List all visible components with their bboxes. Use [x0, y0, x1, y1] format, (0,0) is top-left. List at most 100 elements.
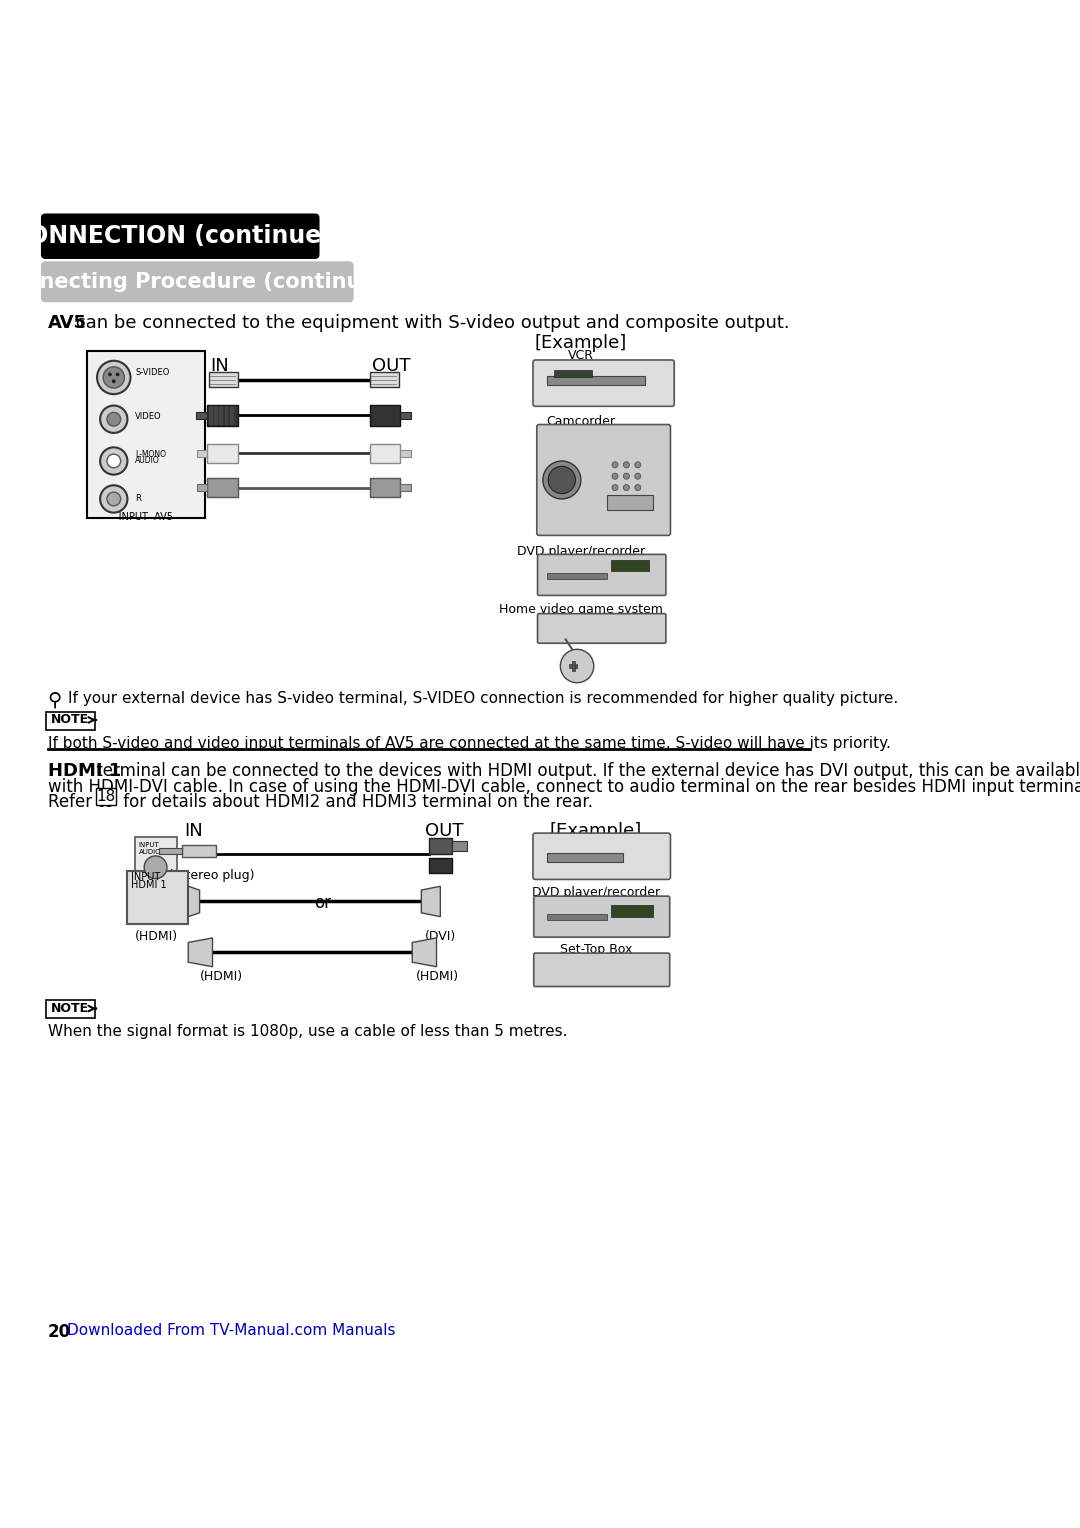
Text: terminal can be connected to the devices with HDMI output. If the external devic: terminal can be connected to the devices… [91, 762, 1080, 781]
Text: If your external device has S-video terminal, S-VIDEO connection is recommended : If your external device has S-video term… [68, 691, 899, 706]
Text: OUT: OUT [424, 822, 463, 840]
Text: [Example]: [Example] [550, 822, 643, 840]
Text: Set-Top Box: Set-Top Box [559, 943, 632, 957]
Text: Camcorder: Camcorder [546, 416, 616, 428]
Text: with HDMI-DVI cable. In case of using the HDMI-DVI cable, connect to audio termi: with HDMI-DVI cable. In case of using th… [48, 778, 1080, 796]
Text: CONNECTION (continued): CONNECTION (continued) [11, 225, 349, 248]
Text: INPUT: INPUT [139, 842, 160, 848]
Circle shape [107, 492, 121, 506]
Bar [127, 871, 188, 924]
Text: R: R [135, 495, 140, 503]
Text: If both S-video and video input terminals of AV5 are connected at the same time,: If both S-video and video input terminal… [48, 736, 891, 750]
Bar [230, 406, 233, 425]
Bar [197, 449, 207, 457]
Bar [607, 495, 653, 510]
Text: VCR: VCR [583, 839, 609, 851]
Text: DVD player/recorder: DVD player/recorder [516, 544, 645, 558]
FancyBboxPatch shape [537, 425, 671, 535]
Circle shape [612, 484, 618, 490]
Bar [429, 859, 451, 874]
Bar [546, 376, 646, 385]
Bar [135, 837, 177, 883]
Text: NOTE: NOTE [51, 714, 89, 726]
Circle shape [612, 461, 618, 468]
Text: Connecting Procedure (continued): Connecting Procedure (continued) [0, 272, 400, 292]
Text: ⚲: ⚲ [48, 691, 62, 709]
Circle shape [100, 405, 127, 432]
Circle shape [635, 474, 640, 480]
Bar [546, 853, 622, 862]
Bar [219, 406, 224, 425]
Text: AUDIO: AUDIO [135, 457, 160, 466]
Text: IN: IN [211, 358, 229, 374]
Text: DVD player/recorder: DVD player/recorder [532, 886, 660, 900]
FancyBboxPatch shape [96, 788, 116, 805]
Circle shape [612, 474, 618, 480]
Text: HDMI 1: HDMI 1 [48, 762, 121, 781]
Text: OUT: OUT [372, 358, 410, 374]
Text: can be connected to the equipment with S-video output and composite output.: can be connected to the equipment with S… [70, 315, 791, 333]
Circle shape [635, 484, 640, 490]
Text: VIDEO: VIDEO [135, 413, 162, 422]
Text: S-VIDEO: S-VIDEO [135, 368, 170, 377]
Bar [183, 845, 216, 857]
Circle shape [623, 474, 630, 480]
Bar [207, 478, 238, 497]
Bar [611, 561, 649, 571]
Text: (HDMI): (HDMI) [135, 931, 178, 943]
Text: AV5: AV5 [48, 315, 86, 333]
Bar [369, 445, 400, 463]
Circle shape [107, 454, 121, 468]
Bar [554, 370, 592, 377]
Polygon shape [413, 938, 436, 967]
Text: NOTE: NOTE [51, 1002, 89, 1015]
Bar [225, 406, 229, 425]
Bar [207, 405, 238, 426]
Bar [451, 842, 467, 851]
Polygon shape [421, 886, 441, 917]
Circle shape [97, 361, 131, 394]
Bar [571, 662, 575, 671]
Bar [369, 373, 399, 387]
Text: (DVI): (DVI) [426, 931, 457, 943]
Text: Home video game system: Home video game system [499, 604, 663, 616]
Bar [369, 478, 400, 497]
Bar [208, 373, 238, 387]
Circle shape [635, 461, 640, 468]
Circle shape [144, 856, 167, 879]
Text: 18: 18 [96, 788, 116, 804]
Bar [197, 484, 207, 492]
FancyBboxPatch shape [534, 833, 671, 880]
Text: [Example]: [Example] [535, 335, 627, 351]
Bar [429, 839, 451, 854]
Circle shape [116, 373, 120, 376]
FancyBboxPatch shape [534, 895, 670, 937]
Text: (Mini Stereo plug): (Mini Stereo plug) [143, 869, 255, 882]
Circle shape [100, 448, 127, 475]
FancyBboxPatch shape [534, 361, 674, 406]
Bar [207, 445, 238, 463]
FancyBboxPatch shape [42, 214, 319, 258]
Bar [400, 449, 410, 457]
Text: L-MONO: L-MONO [135, 451, 166, 460]
Circle shape [623, 484, 630, 490]
Text: IN: IN [185, 822, 203, 840]
Text: Downloaded From TV-Manual.com Manuals: Downloaded From TV-Manual.com Manuals [67, 1323, 395, 1339]
Circle shape [112, 379, 116, 384]
Polygon shape [188, 938, 213, 967]
Bar [569, 663, 577, 668]
Text: or: or [314, 894, 332, 912]
Text: AUDIO: AUDIO [139, 850, 161, 856]
Bar [195, 411, 207, 419]
Text: INPUT: INPUT [132, 872, 161, 882]
FancyBboxPatch shape [538, 555, 666, 596]
Bar [546, 573, 607, 579]
Bar [369, 405, 400, 426]
Text: VCR: VCR [568, 350, 594, 362]
FancyBboxPatch shape [42, 261, 353, 301]
Text: (HDMI): (HDMI) [416, 970, 459, 983]
Bar [546, 914, 607, 920]
Text: - INPUT  AV5 -: - INPUT AV5 - [112, 512, 180, 523]
Circle shape [549, 466, 576, 494]
FancyBboxPatch shape [46, 712, 95, 730]
